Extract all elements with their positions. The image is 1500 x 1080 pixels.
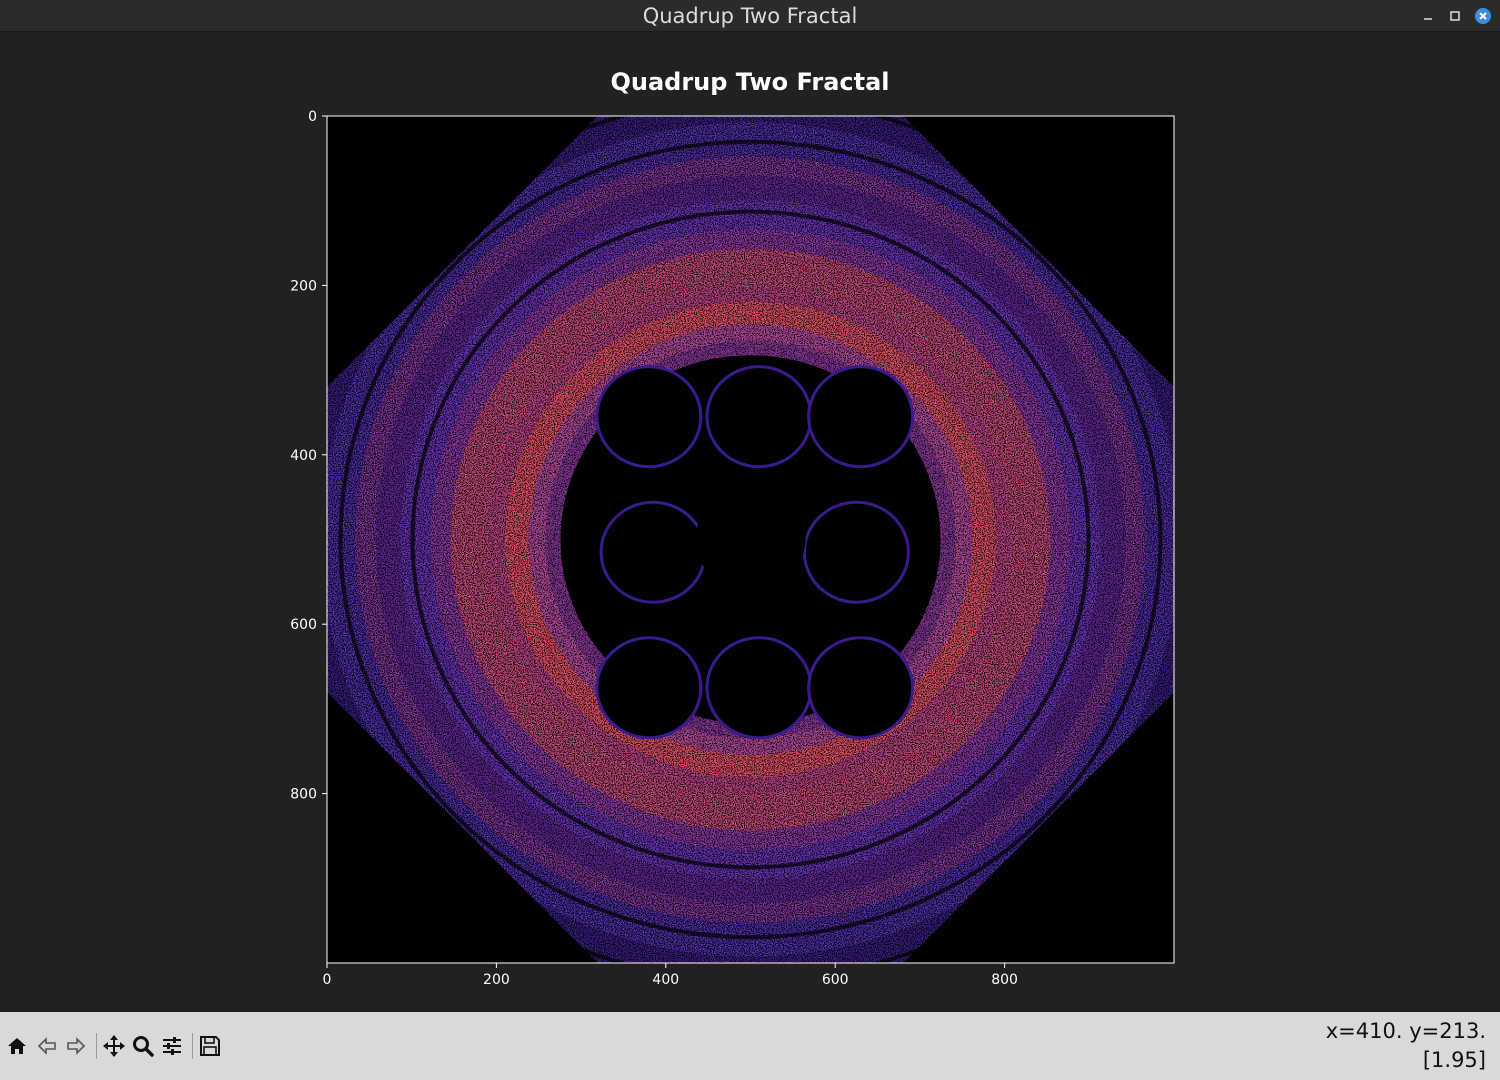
cursor-coordinates: x=410. y=213.	[1325, 1019, 1486, 1043]
y-tick-label: 0	[308, 109, 317, 125]
fractal-dark-ring	[338, 139, 1163, 940]
fractal-lobe	[802, 500, 910, 604]
maximize-icon[interactable]	[1445, 6, 1465, 26]
fractal-chart[interactable]: 0 200 400 600 800 0 200 400 600 800	[0, 0, 1500, 1012]
axes-spine	[326, 115, 1175, 964]
window-titlebar: Quadrup Two Fractal	[0, 0, 1500, 32]
x-axis: 0 200 400 600 800	[323, 963, 1018, 988]
home-icon[interactable]	[4, 1033, 30, 1059]
x-tick-label: 400	[652, 972, 679, 988]
y-tick-label: 800	[290, 787, 317, 803]
y-tick-label: 200	[290, 278, 317, 294]
minimize-icon[interactable]	[1418, 6, 1438, 26]
x-tick-label: 800	[991, 972, 1018, 988]
fractal-dark-ring	[410, 209, 1091, 870]
save-icon[interactable]	[197, 1033, 223, 1059]
axes-frame	[326, 115, 1175, 964]
toolbar-separator	[192, 1033, 193, 1059]
y-tick-label: 600	[290, 617, 317, 633]
zoom-icon[interactable]	[130, 1033, 156, 1059]
toolbar-separator	[96, 1033, 97, 1059]
window-title: Quadrup Two Fractal	[642, 4, 858, 28]
fractal-lobe	[705, 365, 813, 469]
fractal-lobe	[599, 500, 707, 604]
pan-icon[interactable]	[101, 1033, 127, 1059]
back-arrow-icon[interactable]	[34, 1033, 60, 1059]
fractal-lobe	[807, 636, 915, 740]
fractal-lobe	[705, 636, 813, 740]
fractal-center	[695, 487, 806, 592]
y-tick-label: 400	[290, 448, 317, 464]
fractal-lobe	[595, 365, 703, 469]
y-axis: 0 200 400 600 800	[290, 109, 327, 803]
fractal-lobe	[595, 636, 703, 740]
configure-subplots-icon[interactable]	[159, 1033, 185, 1059]
x-tick-label: 0	[323, 972, 332, 988]
plot-title: Quadrup Two Fractal	[610, 68, 890, 96]
forward-arrow-icon[interactable]	[63, 1033, 89, 1059]
close-icon[interactable]	[1473, 6, 1493, 26]
fractal-lobe	[807, 365, 915, 469]
x-tick-label: 200	[483, 972, 510, 988]
cursor-readout: x=410. y=213. [1.95]	[1326, 1017, 1486, 1075]
navigation-toolbar	[0, 1012, 1500, 1080]
cursor-value: [1.95]	[1422, 1048, 1486, 1072]
x-tick-label: 600	[822, 972, 849, 988]
